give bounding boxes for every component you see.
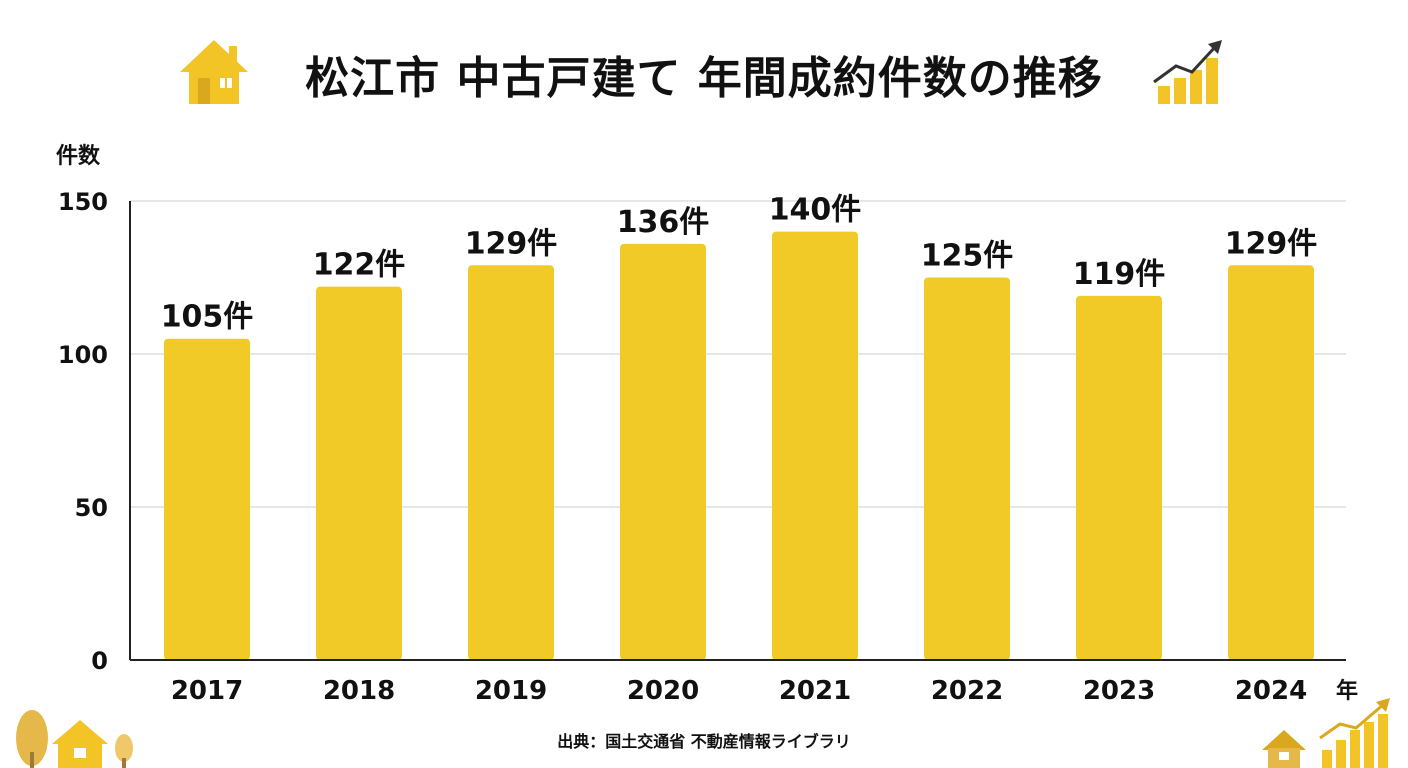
data-label: 125件 [921,239,1014,274]
x-tick-label: 2020 [627,676,699,706]
x-tick-label: 2019 [475,676,547,706]
data-label: 122件 [313,248,406,283]
data-label: 129件 [1225,226,1318,261]
x-tick-label: 2021 [779,676,851,706]
y-tick-label: 50 [75,494,108,522]
data-label: 136件 [617,205,710,240]
bar-2022 [924,277,1010,660]
y-tick-label: 0 [91,647,108,675]
house-icon [180,40,248,104]
x-tick-label: 2024 [1235,676,1307,706]
x-tick-label: 2023 [1083,676,1155,706]
bar-2017 [164,338,250,660]
rising-bar-chart-icon [1153,40,1222,104]
x-tick-label: 2017 [171,676,243,706]
data-label: 140件 [769,193,862,228]
chart-title: 松江市 中古戸建て 年間成約件数の推移 [305,53,1103,104]
data-label: 119件 [1073,257,1166,292]
tree-and-house-icon [16,710,133,768]
x-tick-label: 2018 [323,676,395,706]
x-tick-labels: 2017 2018 2019 2020 2021 2022 2023 2024 [171,676,1307,706]
house-and-rising-chart-icon [1262,698,1390,768]
data-labels: 105件 122件 129件 136件 140件 125件 119件 129件 [161,193,1318,335]
bar-2024 [1228,265,1314,660]
bar-2018 [316,286,402,660]
data-label: 105件 [161,300,254,335]
bar-2020 [620,243,706,660]
y-axis-label: 件数 [56,143,101,169]
x-axis-label: 年 [1336,678,1358,704]
bar-2023 [1076,295,1162,660]
bar-2019 [468,265,554,660]
y-tick-label: 100 [58,341,108,369]
bars [164,231,1314,660]
source-note: 出典：国土交通省 不動産情報ライブラリ [557,732,851,751]
y-tick-label: 150 [58,188,108,216]
y-tick-labels: 0 50 100 150 [58,188,108,675]
bar-2021 [772,231,858,660]
data-label: 129件 [465,226,558,261]
x-tick-label: 2022 [931,676,1003,706]
